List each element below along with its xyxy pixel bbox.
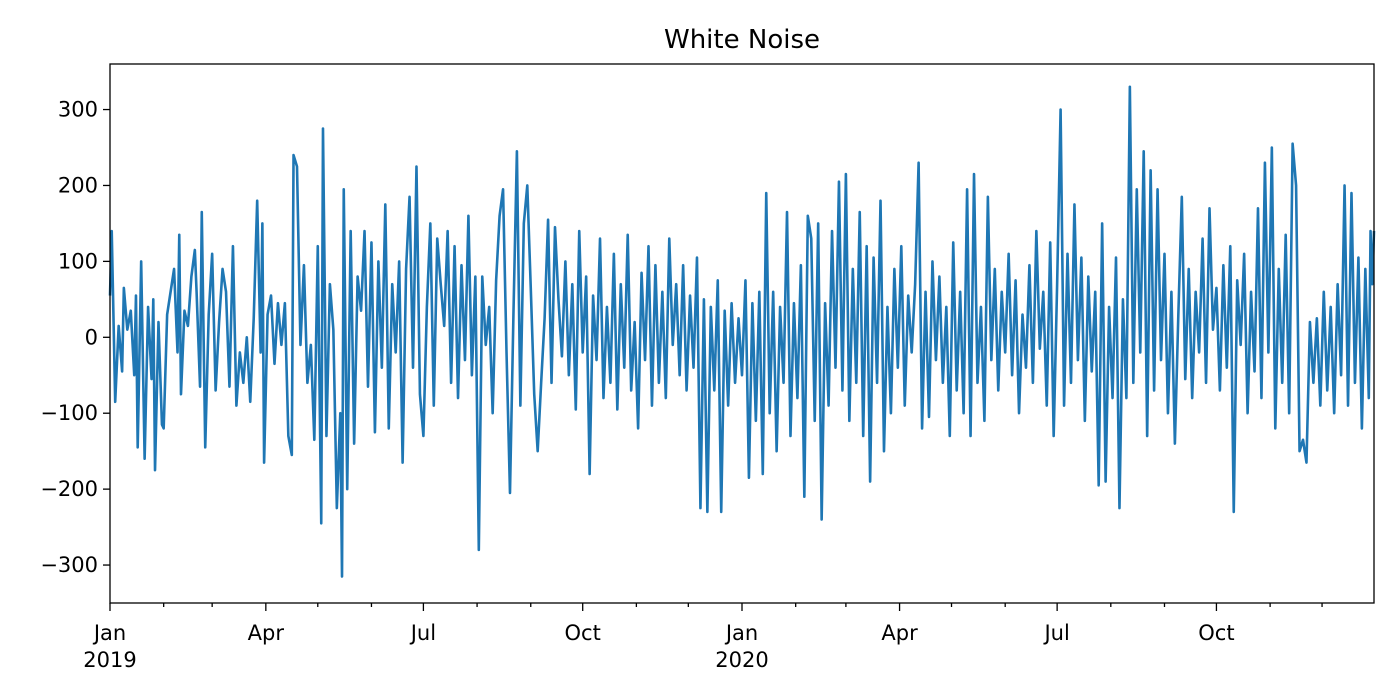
y-tick-label: −300	[40, 553, 98, 577]
x-tick-label: Jan	[92, 621, 126, 645]
x-tick-label: Jul	[1042, 621, 1069, 645]
x-tick-label: Oct	[565, 621, 601, 645]
y-tick-label: −200	[40, 477, 98, 501]
chart-title: White Noise	[664, 25, 820, 55]
y-tick-label: −100	[40, 401, 98, 425]
y-tick-label: 200	[58, 173, 98, 197]
x-tick-label: Oct	[1198, 621, 1234, 645]
plot-area	[108, 85, 1376, 578]
x-tick-label: Apr	[881, 621, 918, 645]
y-tick-label: 300	[58, 98, 98, 122]
x-tick-year-label: 2020	[715, 648, 768, 672]
x-tick-label: Jan	[724, 621, 758, 645]
plot-frame	[109, 63, 1375, 604]
x-tick-label: Apr	[248, 621, 285, 645]
y-axis: 300 200 100 0 −100 −200 −300	[40, 98, 110, 577]
series-line	[108, 85, 1376, 578]
y-tick-label: 100	[58, 249, 98, 273]
y-tick-label: 0	[85, 325, 98, 349]
x-tick-year-label: 2019	[83, 648, 136, 672]
x-axis: Jan 2019 Apr Jul Oct Jan 2020 Apr Jul Oct	[83, 603, 1323, 672]
x-tick-label: Jul	[409, 621, 436, 645]
